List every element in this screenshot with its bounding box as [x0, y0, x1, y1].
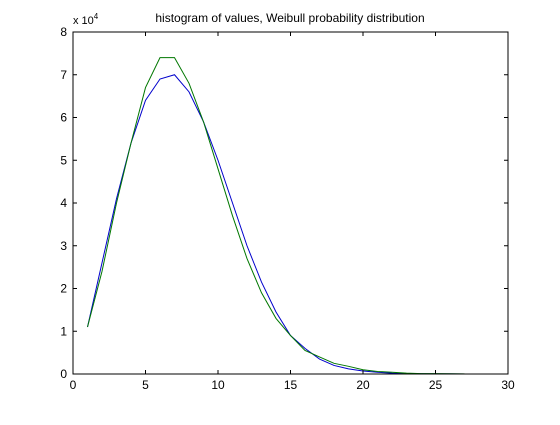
- y-axis-ticks: 0 1 2 3 4 5 6 7 8: [60, 25, 508, 381]
- x-tick-label: 25: [429, 378, 443, 392]
- y-tick-label: 4: [60, 196, 67, 210]
- chart-title: histogram of values, Weibull probability…: [155, 11, 424, 25]
- y-multiplier-exponent: 4: [94, 12, 99, 21]
- y-tick-label: 6: [60, 111, 67, 125]
- x-tick-label: 15: [284, 378, 298, 392]
- x-tick-label: 20: [356, 378, 370, 392]
- y-tick-label: 3: [60, 239, 67, 253]
- y-tick-label: 8: [60, 25, 67, 39]
- series-line-1: [87, 74, 465, 375]
- x-tick-label: 5: [142, 378, 149, 392]
- x-axis-ticks: 0 5 10 15 20 25 30: [70, 32, 515, 392]
- plot-area: [73, 32, 508, 374]
- y-tick-label: 0: [60, 367, 67, 381]
- y-tick-label: 7: [60, 68, 67, 82]
- y-tick-label: 5: [60, 153, 67, 167]
- y-multiplier-label: x 104: [73, 12, 99, 27]
- x-tick-label: 10: [211, 378, 225, 392]
- x-tick-label: 0: [70, 378, 77, 392]
- x-tick-label: 30: [501, 378, 515, 392]
- series-layer: [87, 57, 465, 375]
- y-tick-label: 1: [60, 324, 67, 338]
- series-line-2: [87, 57, 465, 375]
- y-multiplier-base: x 10: [73, 15, 94, 27]
- y-tick-label: 2: [60, 282, 67, 296]
